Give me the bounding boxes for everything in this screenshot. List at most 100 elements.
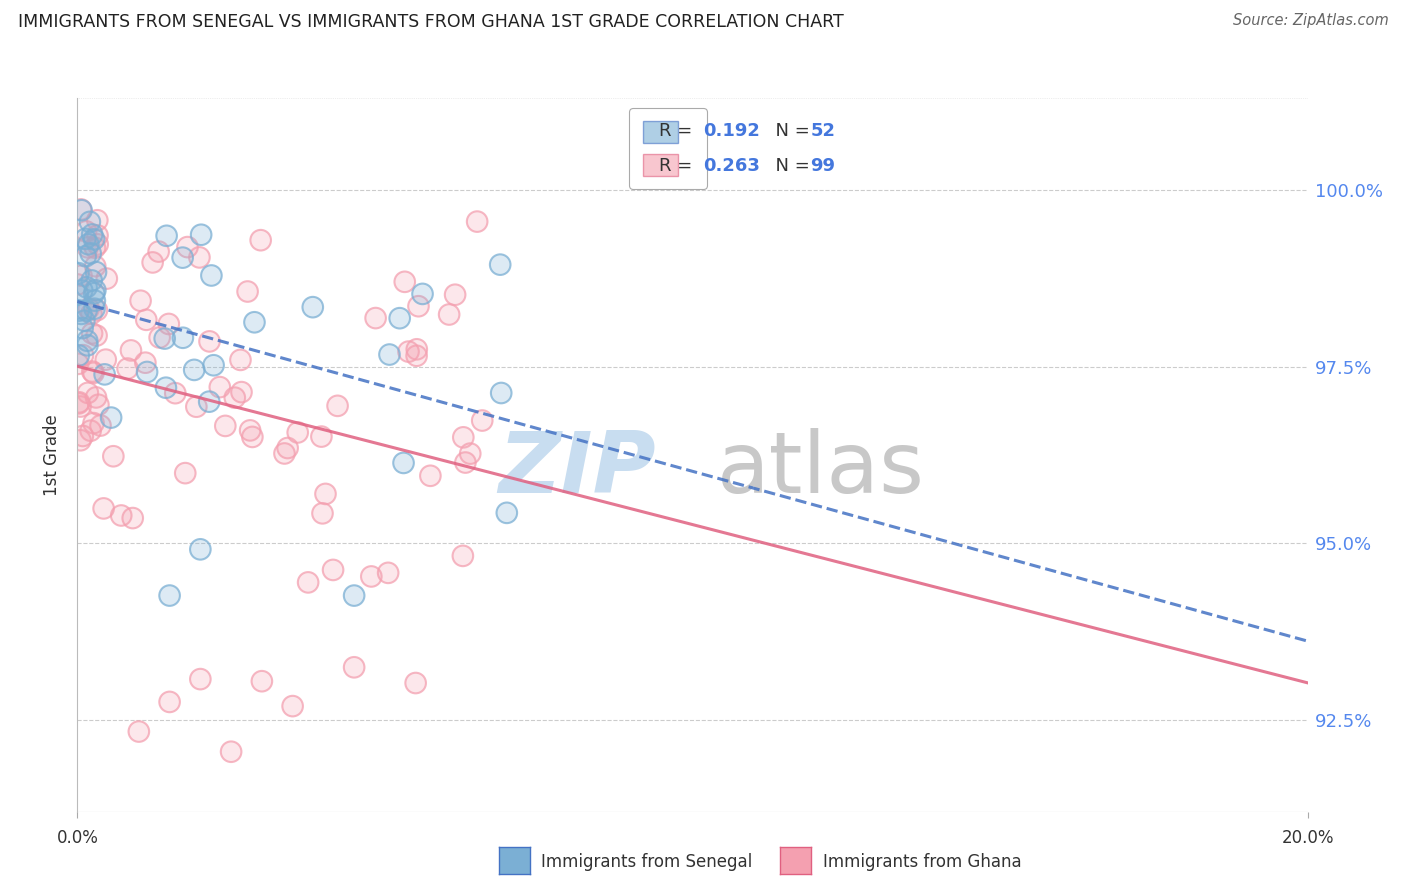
Point xyxy=(82,365,104,379)
Point xyxy=(394,275,416,289)
Point xyxy=(159,589,181,603)
Point xyxy=(96,271,118,285)
Point xyxy=(190,227,212,242)
Point xyxy=(183,363,205,377)
Point xyxy=(75,232,97,246)
Point xyxy=(495,506,517,520)
Point xyxy=(67,348,90,362)
Point xyxy=(405,343,427,357)
Point xyxy=(148,244,170,259)
Point xyxy=(67,348,90,362)
Point xyxy=(66,277,89,292)
Point xyxy=(453,430,475,444)
Point xyxy=(301,300,323,314)
Point xyxy=(231,385,253,400)
Point xyxy=(405,676,427,690)
Point xyxy=(89,418,111,433)
Point xyxy=(83,293,105,308)
Point xyxy=(67,396,90,410)
Point xyxy=(73,314,96,328)
Point xyxy=(84,283,107,297)
Point xyxy=(419,468,441,483)
Text: 52: 52 xyxy=(810,121,835,140)
Point xyxy=(84,391,107,405)
Point xyxy=(249,233,271,247)
Point xyxy=(360,569,382,583)
Point xyxy=(451,549,474,563)
Point xyxy=(117,361,139,376)
Point xyxy=(315,487,337,501)
Point xyxy=(489,258,512,272)
Point xyxy=(93,501,115,516)
Point xyxy=(190,542,212,557)
Text: Immigrants from Ghana: Immigrants from Ghana xyxy=(823,853,1021,871)
Point xyxy=(67,357,90,371)
Point xyxy=(86,303,108,318)
Point xyxy=(79,215,101,229)
Point xyxy=(72,429,94,443)
Point xyxy=(84,265,107,279)
Point xyxy=(83,301,105,316)
Point xyxy=(149,330,172,344)
Point xyxy=(183,363,205,377)
Point xyxy=(87,398,110,412)
Point xyxy=(134,356,156,370)
Point xyxy=(136,365,159,379)
Point xyxy=(172,251,194,265)
Point xyxy=(202,358,225,372)
Point xyxy=(224,391,246,405)
Text: N =: N = xyxy=(763,121,815,140)
Point xyxy=(437,308,460,322)
Point xyxy=(84,391,107,405)
Point xyxy=(94,352,117,367)
Point xyxy=(86,328,108,343)
Point xyxy=(72,429,94,443)
Point xyxy=(471,413,494,427)
Point xyxy=(69,400,91,414)
Point xyxy=(76,303,98,318)
Point xyxy=(93,501,115,516)
Point xyxy=(155,381,177,395)
Point xyxy=(129,293,152,308)
Point xyxy=(76,334,98,348)
Point xyxy=(77,237,100,252)
Point xyxy=(172,251,194,265)
Point xyxy=(82,227,104,242)
Point xyxy=(72,284,94,298)
Point xyxy=(79,424,101,438)
Point xyxy=(128,724,150,739)
Text: 20.0%: 20.0% xyxy=(1281,829,1334,847)
Point xyxy=(70,203,93,218)
Point xyxy=(135,313,157,327)
Legend: , : , xyxy=(628,108,707,189)
Point xyxy=(67,396,90,410)
Point xyxy=(343,589,366,603)
Point xyxy=(84,241,107,255)
Point xyxy=(153,332,176,346)
Point xyxy=(250,674,273,689)
Point xyxy=(405,676,427,690)
Point xyxy=(236,285,259,299)
Point xyxy=(77,301,100,316)
Point xyxy=(84,259,107,273)
Point xyxy=(70,203,93,218)
Point xyxy=(250,674,273,689)
Point xyxy=(80,326,103,341)
Point xyxy=(76,280,98,294)
Point xyxy=(392,456,415,470)
Point xyxy=(80,273,103,287)
Point xyxy=(149,330,172,344)
Text: 0.0%: 0.0% xyxy=(56,829,98,847)
Point xyxy=(489,386,512,401)
Point xyxy=(76,385,98,400)
Point xyxy=(208,380,231,394)
Point xyxy=(73,314,96,328)
Point xyxy=(72,284,94,298)
Point xyxy=(489,258,512,272)
Point xyxy=(80,307,103,321)
Point xyxy=(79,424,101,438)
Point xyxy=(76,240,98,254)
Y-axis label: 1st Grade: 1st Grade xyxy=(44,414,62,496)
Point xyxy=(134,356,156,370)
Point xyxy=(297,575,319,590)
